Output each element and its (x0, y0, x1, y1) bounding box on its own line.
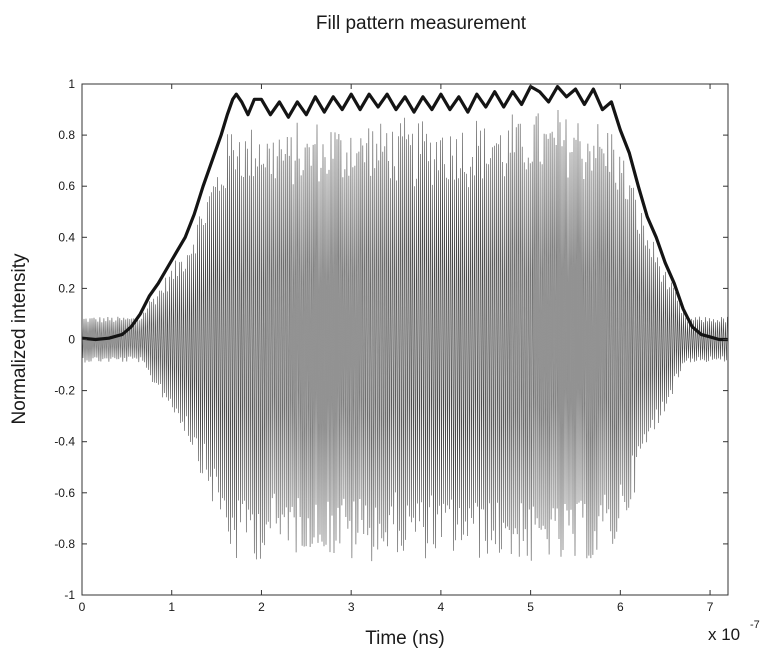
y-tick-label-3: 0.4 (58, 230, 75, 244)
y-tick-label-8: -0.6 (54, 486, 75, 500)
x-tick-label-6: 6 (617, 600, 624, 614)
y-axis: 1 0.8 0.6 0.4 0.2 0 -0.2 -0.4 -0.6 -0.8 -1 (54, 77, 728, 602)
x-tick-label-1: 1 (168, 600, 175, 614)
x-tick-label-5: 5 (527, 600, 534, 614)
y-axis-label: Normalized intensity (9, 253, 30, 425)
y-tick-label-4: 0.2 (58, 281, 75, 295)
y-tick-label-10: -1 (64, 588, 75, 602)
y-tick-label-7: -0.4 (54, 435, 75, 449)
y-tick-label-1: 0.8 (58, 128, 75, 142)
chart-title: Fill pattern measurement (316, 13, 527, 34)
x-axis-label: Time (ns) (365, 628, 445, 649)
x-scale-exponent: -7 (750, 619, 760, 631)
x-axis: 0 1 2 3 4 5 6 7 (79, 84, 714, 614)
y-tick-label-2: 0.6 (58, 179, 75, 193)
signal-line (81, 109, 728, 562)
x-tick-label-3: 3 (348, 600, 355, 614)
x-tick-label-0: 0 (79, 600, 86, 614)
x-tick-label-7: 7 (707, 600, 714, 614)
envelope-line (81, 85, 728, 342)
y-tick-label-6: -0.2 (54, 384, 75, 398)
plot-area (81, 85, 728, 562)
y-tick-label-9: -0.8 (54, 537, 75, 551)
x-scale-multiplier: x 10 (708, 625, 740, 644)
y-tick-label-0: 1 (68, 77, 75, 91)
y-tick-label-5: 0 (68, 333, 75, 347)
x-tick-label-4: 4 (438, 600, 445, 614)
x-tick-label-2: 2 (258, 600, 265, 614)
